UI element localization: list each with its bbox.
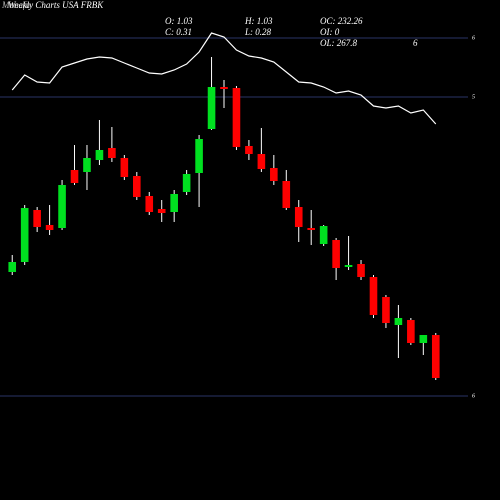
average-line	[11, 32, 437, 125]
candle-body	[58, 185, 66, 228]
info-text: C: 0.31	[165, 27, 192, 37]
candle-body	[83, 158, 91, 172]
watermark: Munafa	[1, 0, 30, 10]
candle-body	[145, 196, 154, 212]
info-text: O: 1.03	[165, 16, 193, 26]
candle-body	[20, 208, 29, 262]
info-text: L: 0.28	[244, 27, 272, 37]
info-text: OC: 232.26	[320, 16, 363, 26]
candle-body	[207, 87, 216, 129]
candle-body	[431, 335, 440, 378]
candle-body	[182, 174, 191, 192]
y-tick-label: 6	[472, 35, 475, 41]
candle-body	[45, 225, 54, 230]
candle-body	[257, 154, 266, 169]
candle-body	[419, 335, 428, 343]
candle-body	[245, 146, 253, 154]
candle-body	[195, 139, 203, 173]
info-text: OI: 0	[320, 27, 340, 37]
candle-body	[394, 318, 403, 325]
info-text: 6	[413, 38, 418, 48]
candle-body	[382, 297, 390, 323]
candle-body	[319, 226, 328, 244]
candle-body	[220, 87, 228, 89]
candle-body	[344, 265, 353, 267]
candle-body	[170, 194, 178, 212]
y-tick-label: 5	[472, 94, 475, 100]
candle-body	[282, 181, 291, 208]
candle-body	[157, 209, 166, 213]
candle-body	[108, 148, 116, 158]
candle-body	[332, 240, 340, 268]
chart-title: Weekly Charts USA FRBK	[8, 0, 104, 10]
candle-body	[70, 170, 79, 183]
candle-body	[357, 264, 365, 277]
info-text: OL: 267.8	[320, 38, 358, 48]
candle-body	[95, 150, 104, 160]
candle-body	[307, 228, 315, 230]
candle-body	[232, 88, 241, 147]
candle-body	[133, 176, 141, 197]
candle-body	[120, 158, 129, 177]
candle-body	[294, 207, 303, 227]
candle-body	[8, 262, 17, 272]
candle-body	[33, 210, 41, 227]
candle-body	[407, 320, 415, 343]
candle-body	[270, 168, 278, 181]
candle-body	[369, 277, 378, 315]
info-text: H: 1.03	[244, 16, 273, 26]
y-tick-label: 6	[472, 393, 475, 399]
